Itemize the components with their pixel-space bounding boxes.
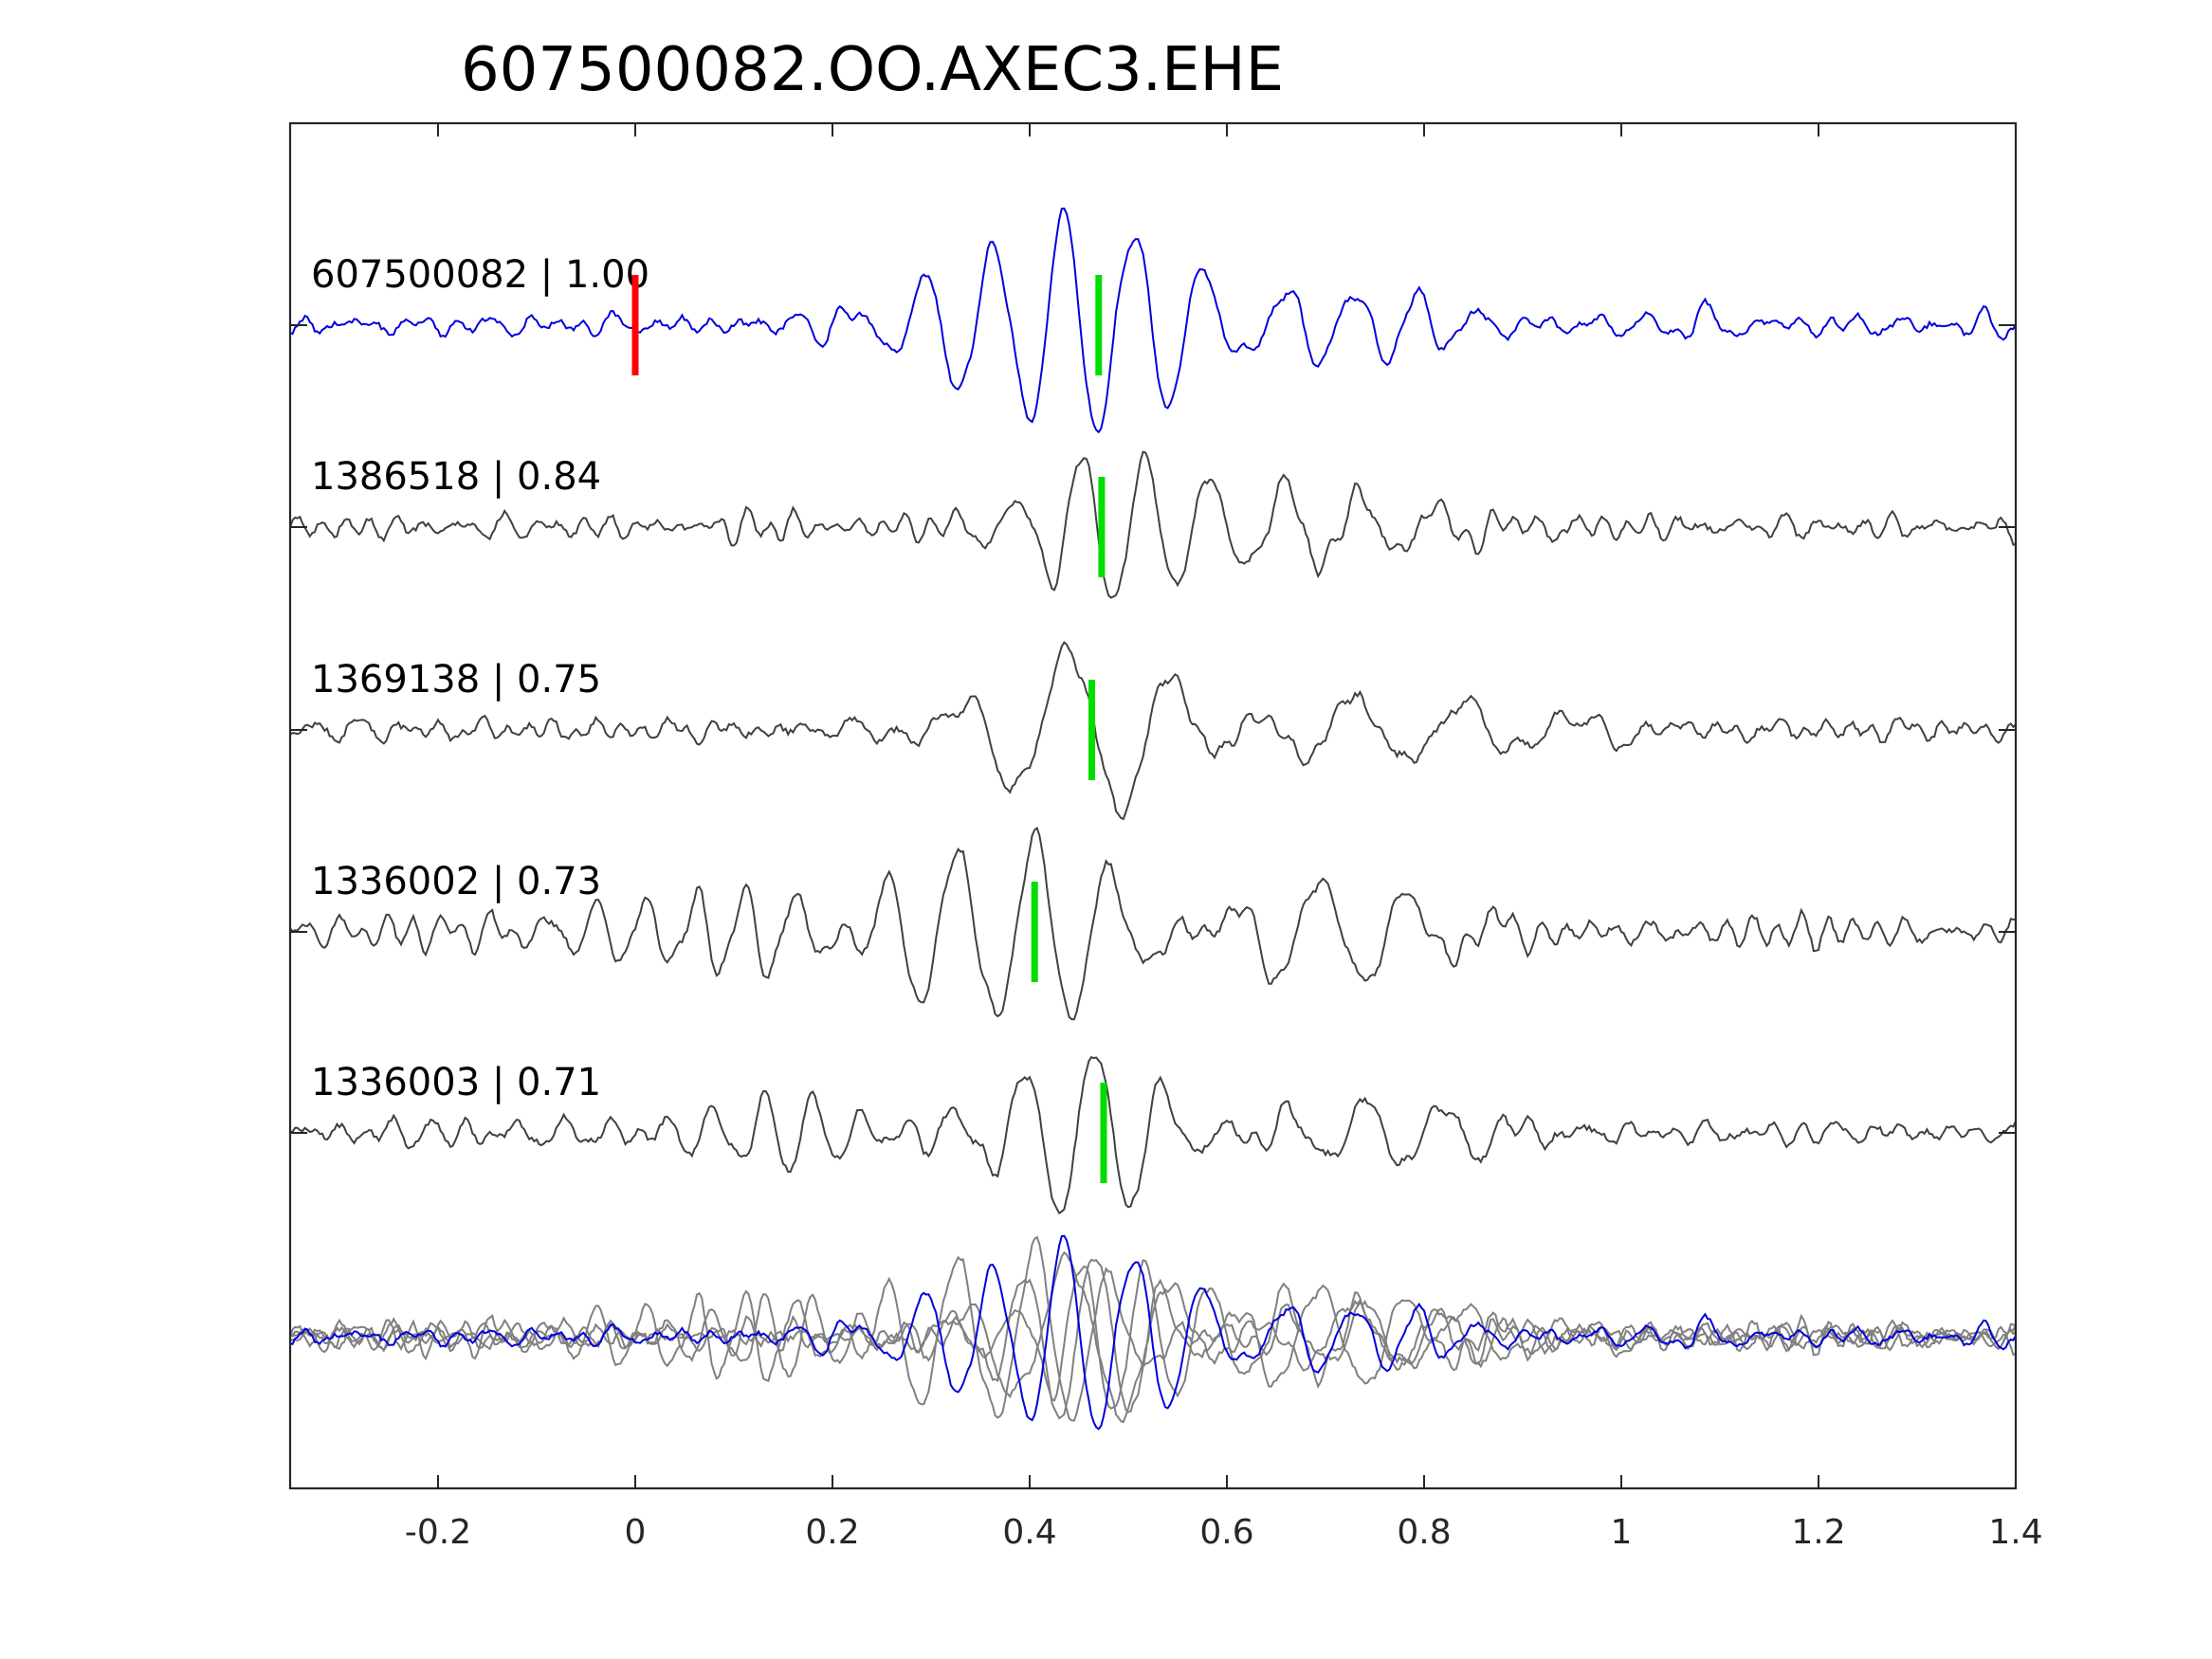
axes-box — [288, 121, 2018, 1490]
x-tick-label: 0.4 — [1002, 1513, 1056, 1552]
chart-title: 607500082.OO.AXEC3.EHE — [461, 35, 1284, 105]
x-tick-label: 1.2 — [1791, 1513, 1845, 1552]
x-tick-label: 0.6 — [1199, 1513, 1253, 1552]
x-tick-label: 0 — [625, 1513, 647, 1552]
trace-label: 1336003 | 0.71 — [311, 1061, 601, 1104]
overlay-template-trace — [289, 1234, 2017, 1431]
x-tick-label: 1 — [1611, 1513, 1633, 1552]
trace-label: 607500082 | 1.00 — [311, 253, 649, 297]
overlay-trace — [289, 1259, 2017, 1410]
x-tick-label: 0.2 — [805, 1513, 859, 1552]
plot-area: 607500082 | 1.00 1386518 | 0.84 1369138 | … — [289, 207, 2017, 1431]
x-tick-label: 0.8 — [1397, 1513, 1451, 1552]
x-tick-label: -0.2 — [405, 1513, 471, 1552]
waveform-trace — [289, 450, 2017, 599]
waveform-trace — [289, 827, 2017, 1021]
waveform-trace — [289, 207, 2017, 434]
overlay-trace — [289, 1235, 2017, 1422]
waveform-trace — [289, 1055, 2017, 1215]
x-axis: -0.2 0 0.2 0.4 0.6 0.8 1 1.2 1.4 — [405, 123, 2043, 1552]
trace-label: 1386518 | 0.84 — [311, 455, 601, 499]
trace-label: 1336002 | 0.73 — [311, 860, 601, 903]
waveform-trace — [289, 641, 2017, 821]
x-tick-label: 1.4 — [1988, 1513, 2042, 1552]
trace-label: 1369138 | 0.75 — [311, 658, 601, 702]
